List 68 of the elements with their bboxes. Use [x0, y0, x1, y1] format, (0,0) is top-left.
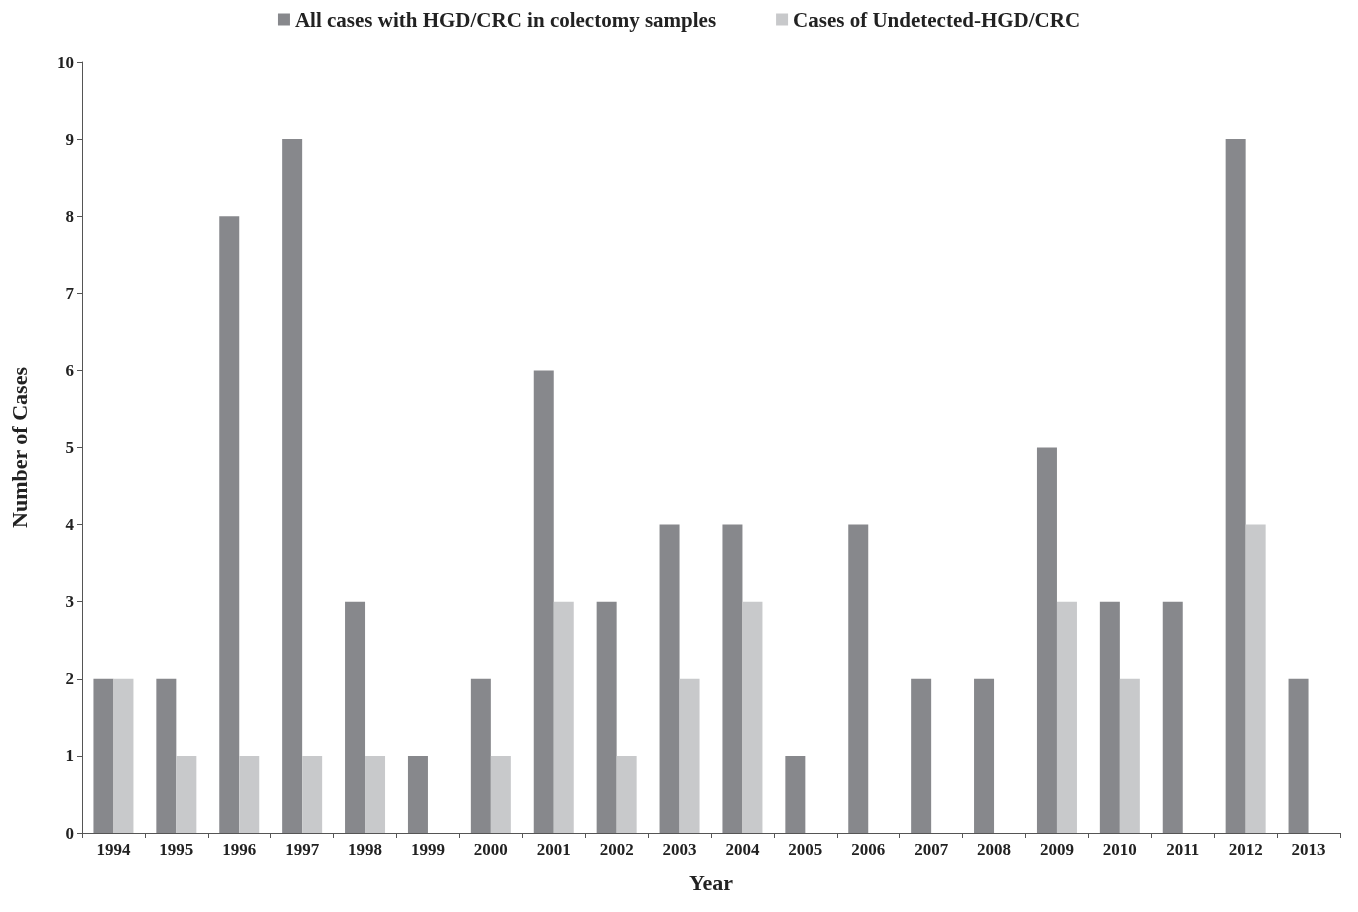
bar — [785, 755, 806, 833]
bar — [1056, 601, 1077, 833]
bar — [219, 216, 240, 833]
bar — [848, 524, 869, 833]
x-tick-label: 2006 — [851, 840, 886, 859]
y-tick-label: 0 — [65, 823, 74, 843]
x-tick-label: 2004 — [725, 840, 760, 859]
bar — [470, 678, 491, 833]
bar — [156, 678, 177, 833]
bar — [1119, 678, 1140, 833]
bar — [553, 601, 574, 833]
y-tick-label: 8 — [65, 206, 74, 226]
bar — [911, 678, 932, 833]
x-tick-label: 2011 — [1166, 840, 1200, 859]
x-tick-label: 2001 — [536, 840, 571, 859]
bar — [1099, 601, 1120, 833]
x-tick-label: 2010 — [1102, 840, 1137, 859]
x-tick-label: 1997 — [285, 840, 320, 859]
x-tick-label: 1995 — [159, 840, 194, 859]
y-tick-label: 10 — [57, 52, 74, 72]
bar — [974, 678, 995, 833]
bar — [1162, 601, 1183, 833]
bar — [722, 524, 743, 833]
y-axis-title: Number of Cases — [6, 366, 32, 528]
x-axis-title: Year — [689, 869, 734, 895]
bar — [616, 755, 637, 833]
bar — [302, 755, 323, 833]
bar — [1225, 139, 1246, 833]
x-tick-label: 2008 — [977, 840, 1012, 859]
x-tick-label: 2012 — [1228, 840, 1263, 859]
bar — [239, 755, 260, 833]
y-tick-label: 6 — [65, 360, 74, 380]
bar — [490, 755, 511, 833]
y-tick-label: 5 — [65, 438, 74, 457]
bar — [742, 601, 763, 833]
bar — [93, 678, 114, 833]
bar — [407, 755, 428, 833]
bar — [345, 601, 366, 833]
x-tick-label: 1998 — [348, 840, 383, 859]
x-tick-label: 2005 — [788, 840, 823, 859]
bar — [365, 755, 386, 833]
legend-label: Cases of Undetected-HGD/CRC — [793, 7, 1081, 32]
x-tick-label: 2007 — [914, 840, 949, 859]
bar — [659, 524, 680, 833]
x-tick-label: 2009 — [1039, 840, 1074, 859]
bar — [176, 755, 197, 833]
bar — [1245, 524, 1266, 833]
x-tick-label: 2002 — [599, 840, 634, 859]
bar — [679, 678, 700, 833]
bar — [1036, 447, 1057, 833]
y-tick-label: 9 — [65, 129, 74, 149]
y-tick-label: 4 — [65, 515, 75, 535]
x-tick-label: 1996 — [222, 840, 257, 859]
x-tick-label: 2000 — [473, 840, 508, 859]
y-tick-label: 7 — [65, 283, 75, 303]
x-tick-label: 1999 — [410, 840, 445, 859]
x-tick-label: 1994 — [96, 840, 131, 859]
bar — [533, 370, 554, 833]
bar — [596, 601, 617, 833]
bar — [282, 139, 303, 833]
y-tick-label: 1 — [65, 746, 74, 766]
x-tick-label: 2003 — [662, 840, 697, 859]
y-tick-label: 3 — [65, 592, 74, 612]
bar — [113, 678, 134, 833]
y-tick-label: 2 — [65, 669, 74, 689]
x-tick-label: 2013 — [1291, 840, 1326, 859]
bar — [1288, 678, 1309, 833]
legend-label: All cases with HGD/CRC in colectomy samples — [294, 7, 717, 32]
